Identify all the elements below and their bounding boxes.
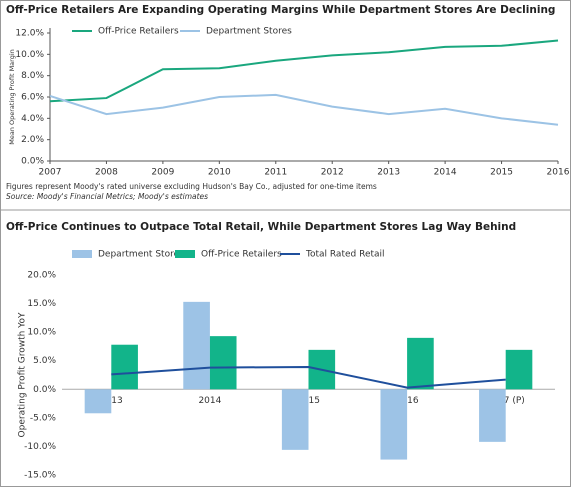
- legend-label: Total Rated Retail: [305, 250, 385, 260]
- x-tick-label: 2010: [208, 168, 231, 178]
- x-tick-label: 2014: [434, 168, 457, 178]
- y-tick-label: -15.0%: [24, 471, 56, 481]
- legend-label: Off-Price Retailers: [98, 27, 179, 37]
- y-tick-label: -5.0%: [30, 413, 57, 423]
- legend-label: Off-Price Retailers: [201, 250, 282, 260]
- series-line: [49, 39, 559, 103]
- bar: [183, 301, 210, 390]
- y-tick-label: 15.0%: [27, 299, 56, 309]
- y-tick-label: 0.0%: [33, 385, 56, 395]
- x-tick-label: 2013: [377, 168, 400, 178]
- series-line: [111, 365, 506, 389]
- legend-label: Department Stores: [98, 250, 184, 260]
- x-tick-label: 2007: [39, 168, 62, 178]
- x-tick-label: 2016: [396, 396, 419, 406]
- legend-swatch: [72, 250, 92, 258]
- y-axis-label: Mean Operating Profit Margin: [8, 49, 16, 145]
- legend-swatch: [175, 250, 195, 258]
- bar: [281, 389, 309, 450]
- bar: [505, 349, 533, 390]
- bar: [479, 389, 506, 442]
- y-tick-label: 6.0%: [21, 93, 44, 103]
- y-tick-label: 10.0%: [15, 50, 44, 60]
- y-tick-label: -10.0%: [24, 442, 56, 452]
- series-line: [49, 93, 559, 126]
- x-tick-label: 2016: [547, 168, 570, 178]
- y-tick-label: 10.0%: [27, 328, 56, 338]
- bar: [209, 336, 237, 390]
- bar: [407, 337, 434, 390]
- x-tick-label: 2014: [198, 396, 221, 406]
- bar: [84, 389, 112, 414]
- x-tick-label: 2012: [321, 168, 344, 178]
- x-tick-label: 2008: [95, 168, 118, 178]
- bar: [380, 389, 408, 460]
- y-tick-label: 4.0%: [21, 114, 44, 124]
- bar: [111, 344, 138, 390]
- y-tick-label: 2.0%: [21, 135, 44, 145]
- x-tick-label: 2015: [490, 168, 513, 178]
- y-tick-label: 12.0%: [15, 29, 44, 39]
- source: Source: Moody's Financial Metrics; Moody…: [6, 192, 208, 201]
- y-tick-label: 5.0%: [33, 356, 56, 366]
- y-axis-label: Operating Profit Growth YoY: [18, 312, 28, 437]
- y-tick-label: 0.0%: [21, 157, 44, 167]
- y-tick-label: 20.0%: [27, 271, 56, 281]
- note: Figures represent Moody's rated universe…: [6, 182, 377, 191]
- chart-title: Off-Price Continues to Outpace Total Ret…: [6, 221, 516, 233]
- x-tick-label: 2009: [151, 168, 174, 178]
- y-tick-label: 8.0%: [21, 71, 44, 81]
- legend-label: Department Stores: [206, 27, 292, 37]
- x-tick-label: 2011: [264, 168, 287, 178]
- chart-title: Off-Price Retailers Are Expanding Operat…: [6, 4, 555, 16]
